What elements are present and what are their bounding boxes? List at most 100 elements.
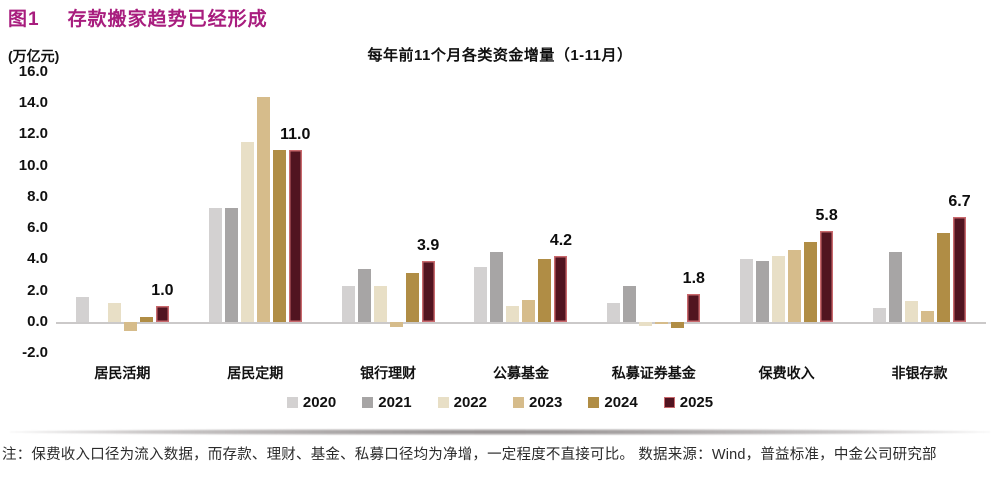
value-label: 11.0 bbox=[280, 126, 311, 144]
bar-2025 bbox=[687, 293, 701, 322]
bar-2023 bbox=[920, 310, 934, 322]
bar-2022 bbox=[772, 256, 786, 322]
legend-item-2021: 2021 bbox=[362, 394, 412, 411]
value-label: 1.8 bbox=[682, 269, 705, 287]
legend-swatch bbox=[663, 397, 675, 408]
legend-label: 2020 bbox=[302, 394, 337, 411]
bar-chart: 16.0 14.0 12.0 10.0 8.0 6.0 4.0 2.0 0.0 -2.0 1.0 居… bbox=[0, 63, 1000, 392]
category-label: 居民活期 bbox=[94, 365, 151, 381]
bar-2024 bbox=[139, 317, 153, 322]
plot-area: 1.0 居民活期 11.0 居民定期 3.9 银行理财 4.2 公募基金 1.8 私募证券基金 5.… bbox=[56, 72, 986, 381]
bar-2025 bbox=[952, 217, 966, 322]
bar-2021 bbox=[888, 251, 902, 322]
bar-2020 bbox=[341, 285, 355, 322]
value-label: 1.0 bbox=[151, 282, 174, 300]
bar-2024 bbox=[405, 273, 419, 322]
zero-baseline bbox=[56, 321, 986, 324]
value-label: 5.8 bbox=[815, 207, 838, 225]
value-label: 3.9 bbox=[416, 236, 440, 254]
bar-2023 bbox=[655, 321, 669, 325]
bar-2021 bbox=[357, 268, 371, 322]
bar-2022 bbox=[107, 303, 121, 322]
bar-2021 bbox=[623, 285, 637, 322]
bar-2024 bbox=[272, 150, 286, 322]
bar-group: 11.0 居民定期 bbox=[208, 72, 310, 381]
y-tick-label: 4.0 bbox=[27, 250, 48, 268]
bar-2023 bbox=[256, 96, 270, 322]
legend-swatch bbox=[513, 397, 524, 408]
legend-label: 2025 bbox=[679, 394, 714, 411]
footer-divider bbox=[10, 429, 990, 435]
category-label: 银行理财 bbox=[360, 365, 417, 381]
bar-2023 bbox=[389, 321, 403, 328]
y-axis: 16.0 14.0 12.0 10.0 8.0 6.0 4.0 2.0 0.0 -2.0 bbox=[0, 63, 52, 372]
bar-2024 bbox=[804, 242, 818, 322]
bar-2024 bbox=[936, 232, 950, 322]
bar-2022 bbox=[373, 285, 387, 322]
category-label: 居民定期 bbox=[227, 365, 284, 381]
bar-2020 bbox=[607, 303, 621, 322]
legend-label: 2023 bbox=[529, 394, 563, 411]
legend-label: 2021 bbox=[378, 394, 412, 411]
bar-group: 4.2 公募基金 bbox=[474, 72, 572, 381]
bar-2025 bbox=[554, 256, 568, 322]
bar-2020 bbox=[740, 259, 754, 322]
legend-item-2022: 2022 bbox=[437, 394, 487, 411]
bar-2020 bbox=[208, 207, 222, 322]
y-tick-label: 2.0 bbox=[27, 281, 48, 299]
bar-2021 bbox=[490, 251, 504, 322]
y-tick-label: 14.0 bbox=[18, 94, 48, 112]
legend-swatch bbox=[362, 397, 374, 408]
bar-2025 bbox=[155, 306, 169, 322]
legend-item-2020: 2020 bbox=[286, 394, 337, 411]
bar-2020 bbox=[872, 307, 886, 322]
category-label: 私募证券基金 bbox=[611, 365, 696, 381]
category-label: 保费收入 bbox=[758, 365, 815, 381]
bar-group: 5.8 保费收入 bbox=[740, 72, 838, 381]
legend-item-2025: 2025 bbox=[663, 394, 714, 411]
category-label: 非银存款 bbox=[891, 365, 948, 381]
bar-2023 bbox=[788, 249, 802, 322]
bar-2025 bbox=[421, 260, 435, 322]
bar-group: 1.0 居民活期 bbox=[75, 72, 174, 381]
figure-number: 图1 bbox=[8, 9, 40, 30]
bar-group: 6.7 非银存款 bbox=[872, 72, 971, 381]
bar-2024 bbox=[538, 259, 552, 322]
bar-2022 bbox=[506, 306, 520, 322]
legend-item-2023: 2023 bbox=[513, 394, 562, 411]
category-label: 公募基金 bbox=[492, 365, 549, 381]
y-tick-label: -2.0 bbox=[22, 344, 48, 361]
bar-2020 bbox=[474, 267, 488, 322]
y-tick-label: 6.0 bbox=[27, 219, 48, 237]
y-tick-label: 0.0 bbox=[27, 312, 48, 330]
legend-label: 2022 bbox=[453, 394, 487, 411]
bar-2022 bbox=[240, 142, 254, 322]
bar-2023 bbox=[522, 299, 536, 322]
y-tick-label: 12.0 bbox=[18, 125, 48, 143]
legend-swatch bbox=[437, 397, 449, 408]
bar-2022 bbox=[904, 301, 918, 322]
bar-2025 bbox=[288, 150, 302, 322]
legend-swatch bbox=[286, 397, 298, 408]
y-axis-unit-label: (万亿元) bbox=[8, 48, 60, 64]
value-label: 4.2 bbox=[549, 232, 573, 250]
chart-title: 每年前11个月各类资金增量（1-11月） bbox=[367, 47, 633, 64]
legend-label: 2024 bbox=[604, 394, 638, 411]
bar-group: 1.8 私募证券基金 bbox=[607, 72, 705, 381]
bar-2020 bbox=[75, 296, 89, 322]
footnote: 注：保费收入口径为流入数据，而存款、理财、基金、私募口径均为净增，一定程度不直接… bbox=[2, 447, 937, 463]
y-tick-label: 8.0 bbox=[27, 187, 48, 205]
figure-title: 存款搬家趋势已经形成 bbox=[67, 9, 268, 30]
bar-2024 bbox=[671, 321, 685, 328]
figure-header: 图1 存款搬家趋势已经形成 bbox=[8, 4, 268, 31]
y-tick-label: 10.0 bbox=[18, 156, 48, 174]
legend-swatch bbox=[588, 397, 600, 408]
bar-group: 3.9 银行理财 bbox=[341, 72, 439, 381]
bar-2021 bbox=[224, 207, 238, 322]
legend-item-2024: 2024 bbox=[588, 394, 638, 411]
y-tick-label: 16.0 bbox=[18, 63, 48, 80]
bar-2021 bbox=[756, 260, 770, 322]
legend: 2020 2021 2022 2023 2024 2025 bbox=[0, 394, 1000, 411]
bar-2022 bbox=[639, 321, 653, 327]
bar-2023 bbox=[123, 321, 137, 332]
